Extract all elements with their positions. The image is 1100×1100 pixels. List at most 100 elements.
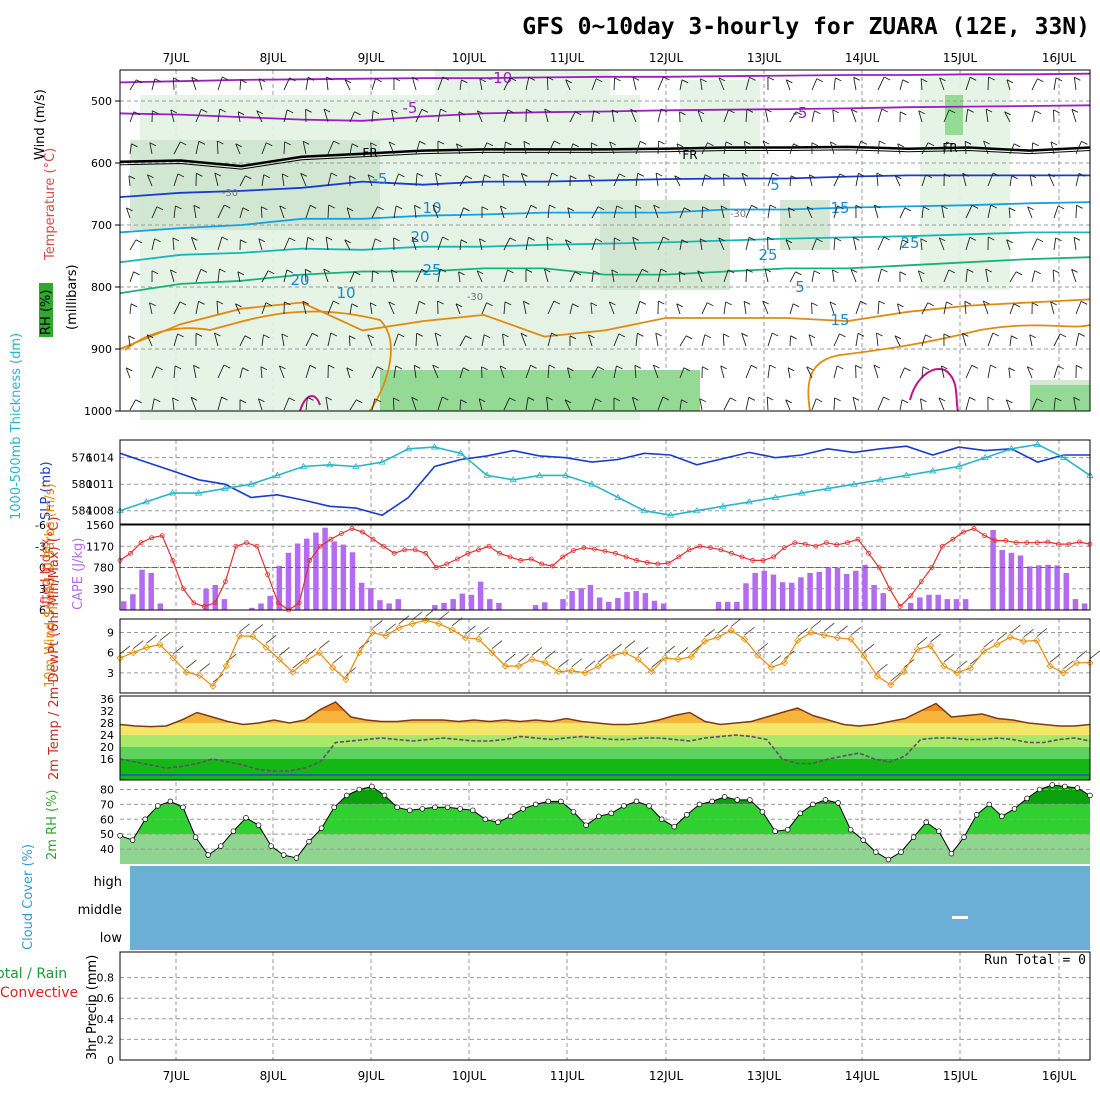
wind-speed-marker (408, 620, 416, 628)
wind-barb-flag (388, 301, 395, 306)
wind-barb-flag (613, 397, 621, 402)
wind-barb-flag (750, 364, 758, 369)
wind-barb (787, 367, 791, 379)
wind-barb-flag (720, 365, 727, 370)
cape-tick-label: 1560 (86, 519, 114, 532)
wind-barb (151, 238, 155, 251)
wind-barb (855, 173, 859, 187)
wind-barb (767, 172, 773, 187)
wind-barb (789, 271, 796, 283)
contour-line (807, 324, 1091, 412)
wind-barb-flag (152, 110, 159, 115)
wind-speed-marker (740, 635, 749, 643)
wind-barb (261, 302, 267, 315)
wind-barb-flag (806, 366, 813, 371)
wind-barb (655, 332, 659, 347)
wind10m-barb (757, 642, 769, 652)
wind-barb (808, 334, 813, 347)
rh-tick-label: 70 (100, 798, 114, 811)
wind-speed-marker (767, 663, 775, 672)
wind-barb (1071, 269, 1077, 283)
isotherm-line (119, 231, 1090, 264)
wind-barb (899, 399, 903, 411)
wind-barb (305, 237, 309, 251)
wind-barb-flag (258, 238, 265, 243)
wind-barb-flag (486, 142, 494, 147)
wind-speed-marker (701, 637, 709, 645)
wind-barb-flag (969, 76, 977, 81)
wind-barb (939, 77, 945, 91)
li-marker (497, 550, 502, 556)
wind-barb-flag (393, 397, 400, 402)
wind-barb (873, 204, 879, 219)
wind10m-barb (186, 659, 197, 669)
wind-barb-flag (523, 140, 530, 145)
wind-barb-flag (478, 398, 486, 403)
wind-barb-flag (398, 173, 405, 178)
wind-barb-flag (1081, 140, 1088, 145)
wind-barb-flag (307, 396, 314, 401)
wind-speed-marker (1086, 659, 1094, 667)
wind-barb-flag (850, 268, 858, 273)
wind-barb (414, 205, 417, 219)
wind-barb (481, 302, 487, 315)
cape-bar (569, 590, 575, 610)
wind10m-barb (438, 611, 450, 621)
isotherm-label: -30 (467, 292, 483, 303)
cape-bar (843, 574, 850, 610)
wind-barb (349, 399, 357, 411)
wind-speed-marker (913, 645, 921, 653)
thickness-marker (457, 449, 465, 456)
wind-barb-flag (553, 300, 561, 305)
wind-barb-flag (971, 364, 979, 369)
wind-barb (411, 77, 417, 91)
wind-barb-flag (637, 332, 644, 337)
wind-barb (1009, 271, 1017, 283)
wind-barb (766, 397, 769, 411)
wind-barb (279, 365, 285, 379)
li-marker (307, 558, 313, 563)
wind-barb (609, 141, 615, 155)
wind-barb (1053, 365, 1059, 379)
wind-barb-flag (479, 78, 486, 83)
wind-barb (302, 301, 307, 315)
wind-barb-flag (284, 141, 291, 146)
wind-barb (764, 108, 769, 123)
wind-barb (523, 141, 527, 155)
wind-barb-flag (614, 77, 621, 82)
thickness-marker (719, 502, 727, 509)
cape-bar (990, 529, 996, 610)
wind-barb (1008, 207, 1011, 219)
wind-barb (258, 398, 263, 411)
wind-barb (964, 301, 967, 315)
wind-barb (503, 109, 509, 123)
wind-speed-marker (847, 635, 855, 643)
wind-barb-flag (816, 78, 824, 83)
wind-barb (125, 367, 131, 379)
cape-bar (468, 594, 475, 610)
wind-barb-flag (374, 238, 382, 243)
wind-barb-flag (286, 109, 294, 114)
wind-barb (525, 205, 532, 219)
wind-speed-marker (807, 628, 815, 637)
wind-barb-flag (344, 79, 352, 84)
temp-tick-label: 20 (100, 741, 114, 754)
wind10m-barb (478, 626, 490, 636)
contour-line (124, 310, 392, 412)
wind-barb (455, 143, 461, 155)
wind-barb (1073, 397, 1077, 411)
cape-bar (203, 588, 209, 610)
wind-barb (239, 79, 242, 91)
wind-barb (718, 237, 725, 251)
wind-barb (129, 111, 135, 123)
wind-barb (1053, 109, 1055, 123)
wind-barb-flag (1032, 142, 1039, 147)
temp-tick-label: 32 (100, 705, 114, 718)
wind-barb-flag (544, 268, 551, 273)
temp-frame (119, 695, 1091, 781)
wind-barb-flag (874, 204, 881, 209)
wind-barb (283, 141, 286, 155)
rh-marker (999, 813, 1005, 820)
wind-barb-flag (969, 396, 976, 401)
li-marker (971, 526, 977, 531)
